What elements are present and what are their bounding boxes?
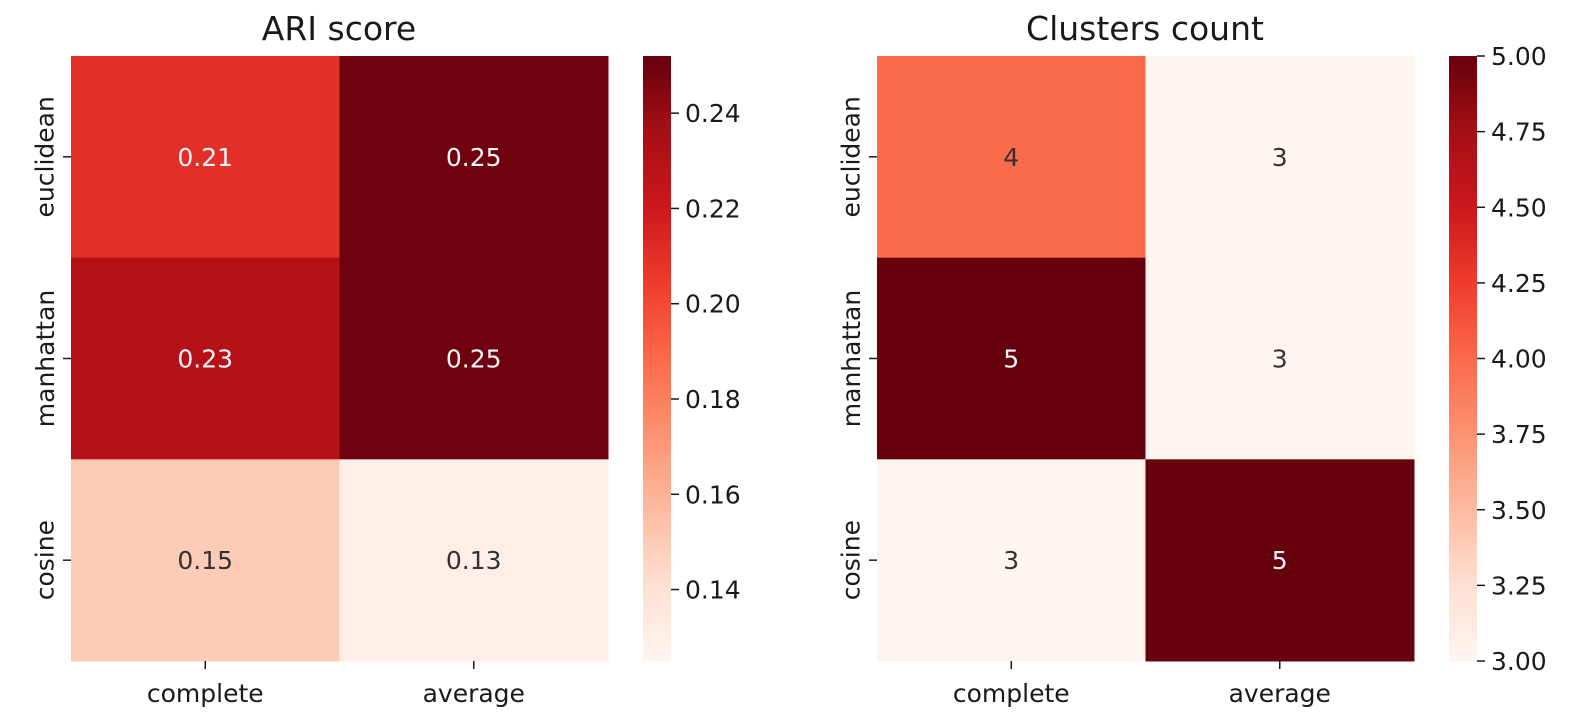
colorbar-tick-label: 0.18 [685,385,741,414]
heatmap-cell [339,257,609,460]
heatmap-cell [1145,459,1415,662]
heatmap-cell [877,459,1146,662]
colorbar-tick-label: 3.75 [1491,420,1547,449]
y-tick-label: cosine [837,520,866,600]
ari-score-heatmap: ARI score 0.21 0.25 0.23 0.25 0.15 0.13 compl… [31,9,741,708]
colorbar-tick-label: 4.75 [1491,118,1547,147]
cell-value-label: 0.23 [177,345,233,374]
cell-value-label: 0.25 [446,143,502,172]
cell-value-label: 4 [1003,143,1019,172]
colorbar-tick-label: 3.00 [1491,647,1547,676]
colorbar-tick-label: 3.25 [1491,571,1547,600]
cell-value-label: 3 [1003,546,1019,575]
clusters-count-heatmap: Clusters count 4 3 5 3 3 5 complete average eu… [837,9,1547,708]
cell-value-label: 0.25 [446,345,502,374]
colorbar-gradient [1449,56,1477,661]
x-tick-label: complete [953,679,1070,708]
cell-value-label: 3 [1272,345,1288,374]
heatmap-cell [1145,257,1415,460]
chart-title: Clusters count [1026,9,1264,48]
cell-value-label: 3 [1272,143,1288,172]
colorbar-tick-label: 5.00 [1491,42,1547,71]
colorbar-tick-label: 0.22 [685,194,741,223]
colorbar-tick-label: 0.24 [685,99,741,128]
y-tick-label: cosine [31,520,60,600]
colorbar-tick-label: 0.20 [685,290,741,319]
x-tick-label: average [423,679,525,708]
colorbar-tick-label: 0.16 [685,480,741,509]
heatmap-cell [877,257,1146,460]
colorbar-tick-label: 0.14 [685,576,741,605]
colorbar-tick-label: 4.25 [1491,269,1547,298]
x-tick-label: average [1229,679,1331,708]
cell-value-label: 0.21 [177,143,233,172]
heatmap-cell [339,56,609,259]
heatmap-cell [71,459,340,662]
y-tick-label: manhattan [31,290,60,427]
colorbar: 0.14 0.16 0.18 0.20 0.22 0.24 [643,56,741,661]
y-tick-label: euclidean [837,96,866,217]
x-tick-label: complete [147,679,264,708]
colorbar: 3.00 3.25 3.50 3.75 4.00 4.25 4.50 4.75 5.00 [1449,42,1547,676]
colorbar-tick-label: 3.50 [1491,496,1547,525]
heatmap-cell [1145,56,1415,259]
chart-title: ARI score [262,9,416,48]
heatmap-cell [71,257,340,460]
cell-value-label: 0.13 [446,546,502,575]
heatmap-cell [339,459,609,662]
y-tick-label: manhattan [837,290,866,427]
heatmap-cell [71,56,340,259]
colorbar-gradient [643,56,671,661]
cell-value-label: 5 [1003,345,1019,374]
colorbar-tick-label: 4.50 [1491,193,1547,222]
cell-value-label: 5 [1272,546,1288,575]
colorbar-tick-label: 4.00 [1491,345,1547,374]
heatmap-cell [877,56,1146,259]
cell-value-label: 0.15 [177,546,233,575]
y-tick-label: euclidean [31,96,60,217]
